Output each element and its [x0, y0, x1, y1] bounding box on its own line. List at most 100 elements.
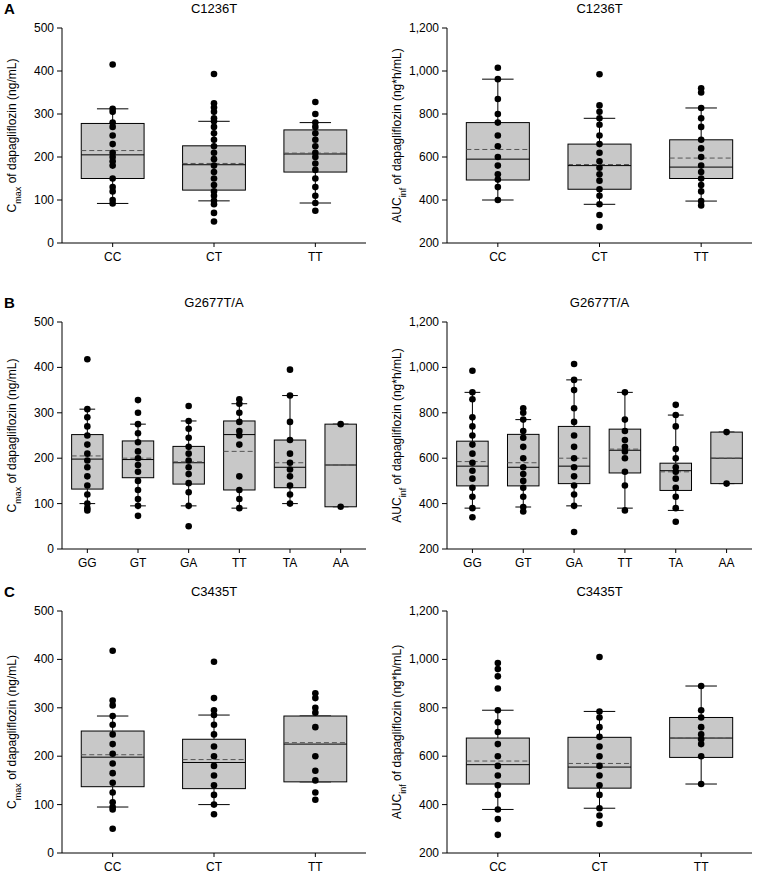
- point: [109, 702, 116, 709]
- point: [211, 149, 218, 156]
- box: [568, 144, 631, 189]
- y-label: Cmax of dapagliflozin (ng/mL): [5, 359, 23, 513]
- point: [135, 421, 142, 428]
- point: [287, 482, 294, 489]
- y-tick: [442, 549, 447, 550]
- point: [596, 71, 603, 78]
- x-tick: [138, 549, 139, 553]
- x-tick: [624, 549, 625, 553]
- panel: G2677T/ABCmax of dapagliflozin (ng/mL)01…: [4, 294, 366, 570]
- point: [596, 753, 603, 760]
- point: [469, 368, 476, 375]
- x-axis: [62, 549, 366, 550]
- point: [469, 450, 476, 457]
- y-label-part: inf: [398, 784, 408, 794]
- point: [211, 218, 218, 225]
- x-tick: [315, 243, 316, 247]
- x-tick-label: TA: [669, 556, 683, 570]
- point: [109, 806, 116, 813]
- box: [122, 441, 153, 478]
- point: [312, 160, 319, 167]
- x-tick: [87, 549, 88, 553]
- point: [135, 469, 142, 476]
- point: [571, 419, 578, 426]
- y-tick-label: 200: [419, 846, 439, 860]
- y-tick: [57, 200, 62, 201]
- point: [185, 457, 192, 464]
- point: [596, 212, 603, 219]
- plot-area: [457, 361, 743, 536]
- panel: C3435TCCmax of dapagliflozin (ng/mL)0100…: [4, 583, 366, 874]
- box: [284, 716, 347, 782]
- point: [469, 484, 476, 491]
- y-tick-label: 0: [47, 236, 54, 250]
- point: [84, 507, 91, 514]
- point: [571, 455, 578, 462]
- y-tick-label: 1,000: [409, 64, 439, 78]
- point: [672, 446, 679, 453]
- y-tick-label: 400: [34, 360, 54, 374]
- y-tick-label: 1,200: [409, 315, 439, 329]
- point: [287, 466, 294, 473]
- x-tick: [239, 549, 240, 553]
- point: [135, 439, 142, 446]
- y-tick: [57, 114, 62, 115]
- x-tick: [315, 853, 316, 857]
- y-tick: [57, 659, 62, 660]
- point: [596, 714, 603, 721]
- point: [571, 482, 578, 489]
- title: C3435T: [576, 584, 622, 599]
- point: [109, 750, 116, 757]
- box: [325, 424, 356, 507]
- point: [698, 741, 705, 748]
- point: [109, 760, 116, 767]
- y-tick-label: 200: [34, 749, 54, 763]
- y-tick: [57, 322, 62, 323]
- point: [698, 781, 705, 788]
- point: [135, 478, 142, 485]
- point: [596, 109, 603, 116]
- y-tick: [57, 804, 62, 805]
- y-tick: [57, 458, 62, 459]
- y-tick-label: 400: [34, 64, 54, 78]
- point: [469, 423, 476, 430]
- point: [84, 457, 91, 464]
- x-tick-label: CT: [592, 250, 609, 264]
- x-tick-label: GG: [463, 556, 482, 570]
- point: [185, 434, 192, 441]
- y-tick-label: 300: [34, 107, 54, 121]
- y-tick-label: 1,200: [409, 21, 439, 35]
- y-label-part: max: [13, 783, 23, 801]
- point: [135, 513, 142, 520]
- x-tick-label: TT: [694, 860, 709, 874]
- point: [135, 496, 142, 503]
- x-tick: [701, 853, 702, 857]
- point: [596, 177, 603, 184]
- point: [495, 197, 502, 204]
- point: [520, 444, 527, 451]
- point: [596, 782, 603, 789]
- point: [135, 503, 142, 510]
- point: [520, 416, 527, 423]
- point: [312, 130, 319, 137]
- mean: [224, 451, 255, 452]
- x-tick-label: TT: [232, 556, 247, 570]
- y-tick-label: 500: [34, 604, 54, 618]
- point: [109, 188, 116, 195]
- point: [495, 763, 502, 770]
- point: [672, 518, 679, 525]
- point: [109, 175, 116, 182]
- point: [622, 448, 629, 455]
- point: [211, 143, 218, 150]
- point: [622, 507, 629, 514]
- whisker-high: [290, 396, 291, 440]
- title: G2677T/A: [184, 295, 244, 310]
- panel-label: B: [4, 294, 15, 311]
- box: [466, 738, 529, 784]
- point: [84, 414, 91, 421]
- point: [495, 176, 502, 183]
- point: [109, 200, 116, 207]
- y-tick: [442, 243, 447, 244]
- point: [698, 188, 705, 195]
- point: [622, 469, 629, 476]
